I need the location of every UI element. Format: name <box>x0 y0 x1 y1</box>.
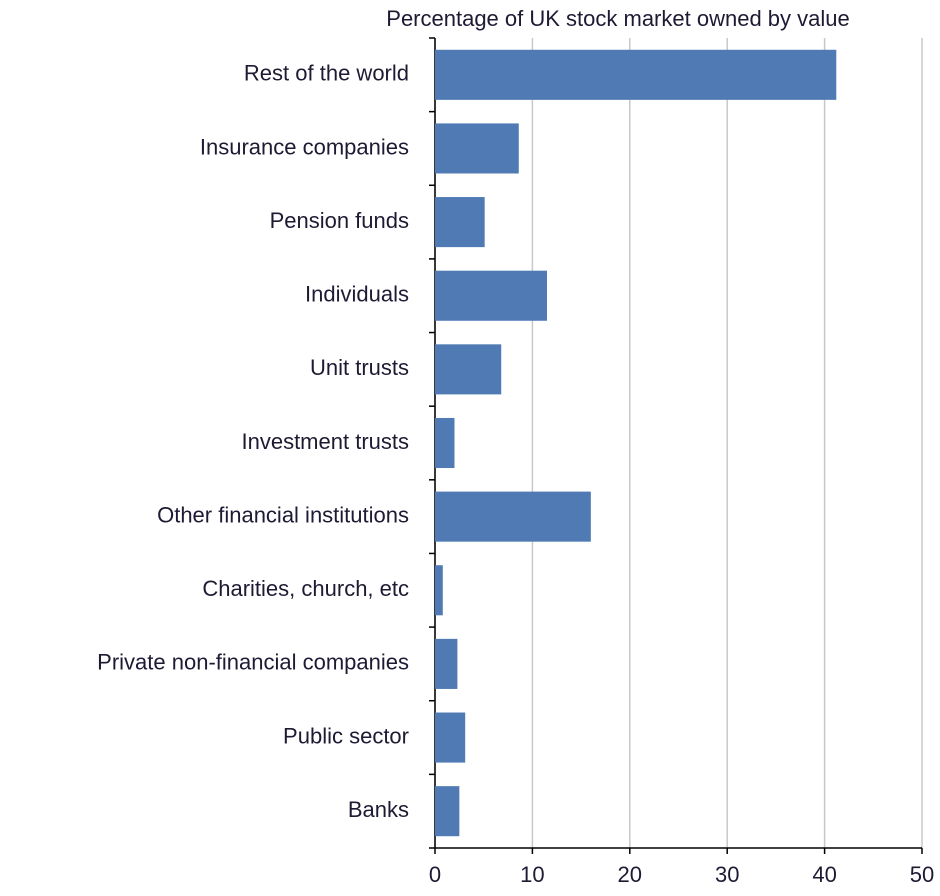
y-tick-label: Charities, church, etc <box>202 576 409 601</box>
y-tick-label: Banks <box>348 797 409 822</box>
bar <box>435 49 837 100</box>
bar <box>435 712 466 763</box>
x-tick-label: 10 <box>520 862 544 887</box>
y-tick-label: Investment trusts <box>241 429 409 454</box>
bar <box>435 344 502 395</box>
bar <box>435 197 485 248</box>
bar <box>435 417 455 469</box>
bar <box>435 491 591 542</box>
y-tick-label: Private non-financial companies <box>97 650 409 675</box>
chart-title: Percentage of UK stock market owned by v… <box>386 6 849 31</box>
bar <box>435 270 548 321</box>
x-tick-label: 0 <box>429 862 441 887</box>
bar <box>435 565 443 616</box>
bar <box>435 123 519 174</box>
bar <box>435 786 460 837</box>
bar <box>435 638 458 689</box>
y-tick-label: Rest of the world <box>244 61 409 86</box>
x-tick-label: 50 <box>910 862 934 887</box>
x-tick-label: 20 <box>618 862 642 887</box>
x-tick-label: 40 <box>812 862 836 887</box>
y-tick-label: Public sector <box>283 723 409 748</box>
y-tick-label: Unit trusts <box>310 355 409 380</box>
x-tick-label: 30 <box>715 862 739 887</box>
y-tick-label: Individuals <box>305 282 409 307</box>
y-tick-label: Pension funds <box>270 208 409 233</box>
y-tick-label: Other financial institutions <box>157 502 409 527</box>
y-tick-label: Insurance companies <box>200 134 409 159</box>
